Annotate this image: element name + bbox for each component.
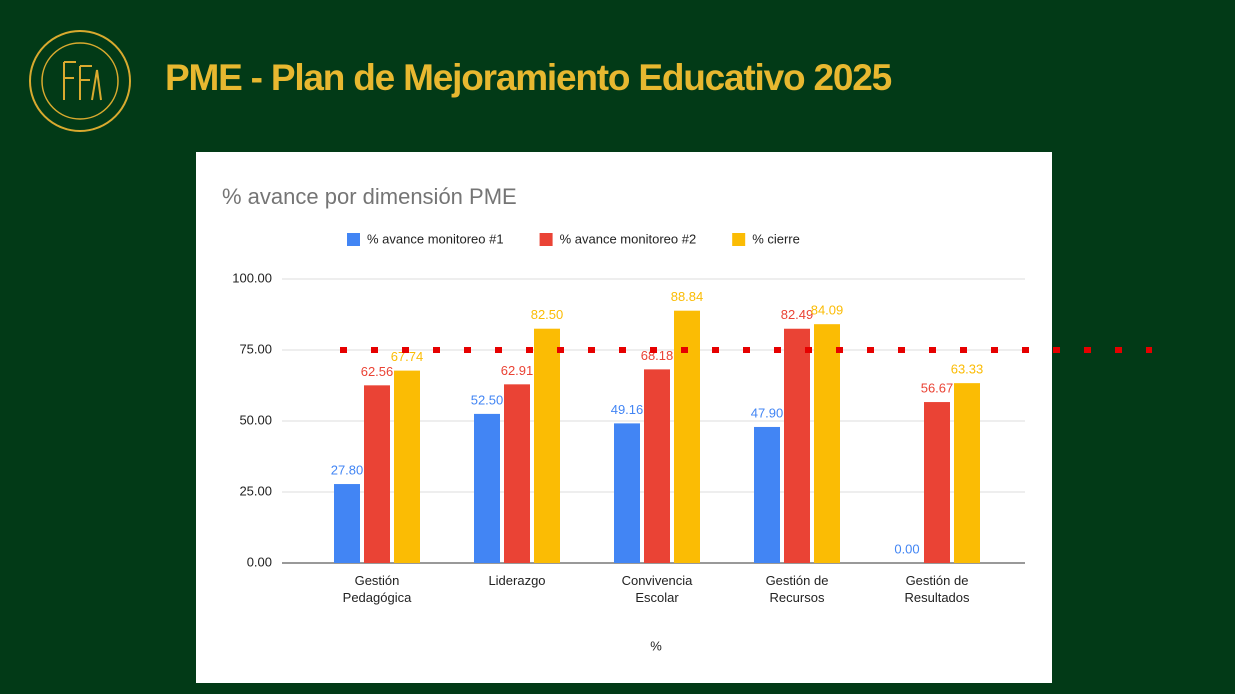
bar xyxy=(474,413,500,563)
x-tick-label: Convivencia Escolar xyxy=(621,573,693,605)
bar xyxy=(334,484,360,563)
y-tick-label: 0.00 xyxy=(247,554,272,569)
chart-title: % avance por dimensión PME xyxy=(222,184,517,209)
legend-swatch xyxy=(539,233,553,246)
legend-swatch xyxy=(347,233,360,246)
data-label: 62.91 xyxy=(501,363,534,378)
y-tick-label: 100.00 xyxy=(232,270,272,285)
bar xyxy=(754,426,780,563)
y-tick-label: 25.00 xyxy=(239,483,272,498)
bar xyxy=(954,383,980,563)
data-label: 49.16 xyxy=(611,402,644,417)
data-label: 84.09 xyxy=(811,303,844,318)
logo-inner-ring xyxy=(41,42,119,120)
data-label: 88.84 xyxy=(671,289,704,304)
bar xyxy=(784,328,810,563)
legend-label: % cierre xyxy=(752,231,800,246)
data-label: 82.49 xyxy=(781,307,814,322)
x-tick-label: Gestión Pedagógica xyxy=(342,573,412,605)
bar xyxy=(814,324,840,563)
y-tick-label: 50.00 xyxy=(239,412,272,427)
data-label: 67.74 xyxy=(391,349,424,364)
bar xyxy=(394,370,420,563)
legend-swatch xyxy=(732,233,746,246)
data-label: 27.80 xyxy=(331,462,364,477)
data-label: 0.00 xyxy=(894,541,919,556)
logo xyxy=(29,30,131,132)
data-label: 82.50 xyxy=(531,307,564,322)
logo-ring xyxy=(29,30,131,132)
data-label: 47.90 xyxy=(751,405,784,420)
chart-panel xyxy=(196,152,1052,683)
x-axis-label: % xyxy=(650,638,662,653)
bar xyxy=(364,385,390,563)
bar xyxy=(504,384,530,563)
bar xyxy=(924,402,950,563)
bar xyxy=(644,369,670,563)
x-tick-label: Gestión de Resultados xyxy=(904,573,970,605)
x-tick-label: Gestión de Recursos xyxy=(765,573,829,605)
slide-title: PME - Plan de Mejoramiento Educativo 202… xyxy=(165,57,892,98)
bar xyxy=(614,423,640,563)
legend-label: % avance monitoreo #1 xyxy=(367,231,504,246)
x-tick-label: Liderazgo xyxy=(488,573,546,588)
legend-label: % avance monitoreo #2 xyxy=(560,231,697,246)
logo-monogram xyxy=(63,61,102,101)
bar xyxy=(534,328,560,563)
data-label: 68.18 xyxy=(641,348,674,363)
data-label: 52.50 xyxy=(471,392,504,407)
data-label: 56.67 xyxy=(921,380,954,395)
data-label: 63.33 xyxy=(951,362,984,377)
data-label: 62.56 xyxy=(361,364,394,379)
y-tick-label: 75.00 xyxy=(239,341,272,356)
